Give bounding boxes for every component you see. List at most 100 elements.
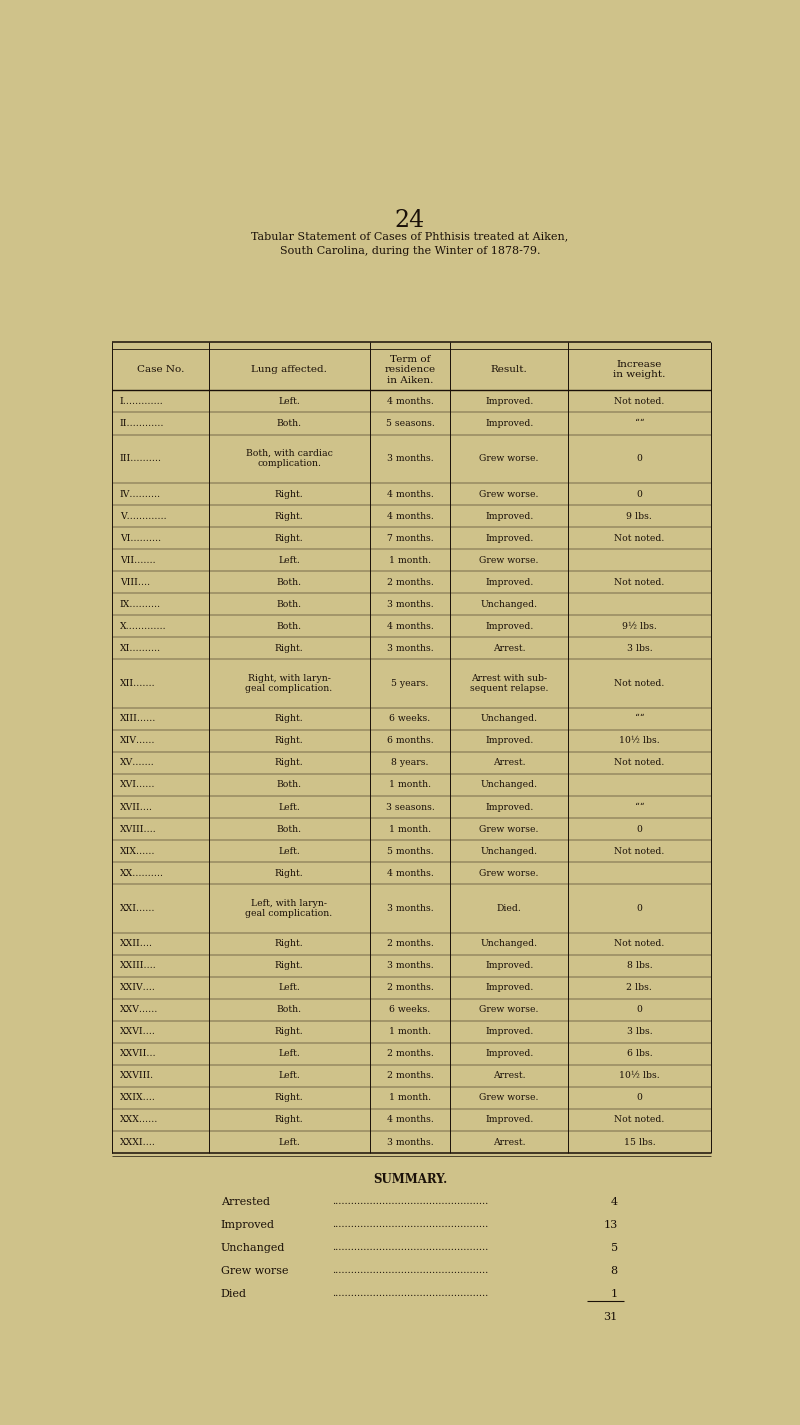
Text: Right.: Right. [274,512,303,520]
Text: Right.: Right. [274,1116,303,1124]
Text: Not noted.: Not noted. [614,846,665,855]
Text: Both.: Both. [277,781,302,789]
Text: XI……….: XI………. [120,644,161,653]
Text: 24: 24 [395,209,425,232]
Text: Case No.: Case No. [137,365,184,375]
Text: 4 months.: 4 months. [386,869,434,878]
Text: Tabular Statement of Cases of Phthisis treated at Aiken,: Tabular Statement of Cases of Phthisis t… [251,231,569,241]
Text: Right.: Right. [274,737,303,745]
Text: 4 months.: 4 months. [386,621,434,631]
Text: Arrest.: Arrest. [493,644,526,653]
Text: Result.: Result. [491,365,527,375]
Text: X………….: X…………. [120,621,166,631]
Text: XXVIII.: XXVIII. [120,1072,154,1080]
Text: IX……….: IX………. [120,600,161,608]
Text: Improved: Improved [221,1220,275,1230]
Text: Arrest with sub-
sequent relapse.: Arrest with sub- sequent relapse. [470,674,549,694]
Text: ““: ““ [634,802,644,811]
Text: ..................................................: ........................................… [332,1290,488,1298]
Text: 6 weeks.: 6 weeks. [390,1005,430,1015]
Text: 10½ lbs.: 10½ lbs. [619,1072,660,1080]
Text: 3 months.: 3 months. [386,600,434,608]
Text: Not noted.: Not noted. [614,939,665,948]
Text: 0: 0 [637,825,642,834]
Text: 6 lbs.: 6 lbs. [626,1049,652,1059]
Text: 3 months.: 3 months. [386,644,434,653]
Text: 1 month.: 1 month. [389,1093,431,1103]
Text: Improved.: Improved. [485,577,534,587]
Text: IV……….: IV………. [120,490,161,499]
Text: XXI……: XXI…… [120,903,155,913]
Text: 4 months.: 4 months. [386,490,434,499]
Text: South Carolina, during the Winter of 1878-79.: South Carolina, during the Winter of 187… [280,245,540,255]
Text: XXII….: XXII…. [120,939,153,948]
Text: Left.: Left. [278,983,300,992]
Text: Improved.: Improved. [485,398,534,406]
Text: ““: ““ [634,714,644,724]
Text: Not noted.: Not noted. [614,577,665,587]
Text: Not noted.: Not noted. [614,533,665,543]
Text: Both.: Both. [277,577,302,587]
Text: Not noted.: Not noted. [614,758,665,768]
Text: XIII……: XIII…… [120,714,156,724]
Text: 5 seasons.: 5 seasons. [386,419,434,428]
Text: Left.: Left. [278,802,300,811]
Text: 4 months.: 4 months. [386,1116,434,1124]
Text: Right.: Right. [274,758,303,768]
Text: Improved.: Improved. [485,802,534,811]
Text: Unchanged.: Unchanged. [481,600,538,608]
Text: VIII….: VIII…. [120,577,150,587]
Text: Unchanged.: Unchanged. [481,714,538,724]
Text: Left.: Left. [278,1072,300,1080]
Text: Left.: Left. [278,398,300,406]
Text: 3 months.: 3 months. [386,1137,434,1147]
Text: Both.: Both. [277,621,302,631]
Text: Arrested: Arrested [221,1197,270,1207]
Text: Not noted.: Not noted. [614,398,665,406]
Text: ..................................................: ........................................… [332,1220,488,1228]
Text: Term of
residence
in Aiken.: Term of residence in Aiken. [385,355,435,385]
Text: XXIV….: XXIV…. [120,983,156,992]
Text: Improved.: Improved. [485,1116,534,1124]
Text: 15 lbs.: 15 lbs. [623,1137,655,1147]
Text: Grew worse.: Grew worse. [479,1093,539,1103]
Text: 5 years.: 5 years. [391,680,429,688]
Text: 6 weeks.: 6 weeks. [390,714,430,724]
Text: Grew worse: Grew worse [221,1265,288,1275]
Text: Unchanged.: Unchanged. [481,939,538,948]
Text: V………….: V…………. [120,512,166,520]
Text: 4 months.: 4 months. [386,512,434,520]
Text: XVI……: XVI…… [120,781,155,789]
Text: XIX……: XIX…… [120,846,155,855]
Text: 3 lbs.: 3 lbs. [626,644,652,653]
Text: 1: 1 [610,1290,618,1300]
Text: 5 months.: 5 months. [386,846,434,855]
Text: VII…….: VII……. [120,556,155,564]
Text: Right.: Right. [274,644,303,653]
Text: 2 months.: 2 months. [386,983,434,992]
Text: Left.: Left. [278,1049,300,1059]
Text: ..................................................: ........................................… [332,1243,488,1253]
Text: XXVI….: XXVI…. [120,1027,156,1036]
Text: 31: 31 [603,1312,618,1322]
Text: 0: 0 [637,490,642,499]
Text: Unchanged.: Unchanged. [481,781,538,789]
Text: II…………: II………… [120,419,164,428]
Text: 6 months.: 6 months. [386,737,434,745]
Text: 0: 0 [637,903,642,913]
Text: XV…….: XV……. [120,758,154,768]
Text: Right.: Right. [274,939,303,948]
Text: 8 lbs.: 8 lbs. [626,962,652,970]
Text: Arrest.: Arrest. [493,758,526,768]
Text: XVII….: XVII…. [120,802,153,811]
Text: 1 month.: 1 month. [389,556,431,564]
Text: Improved.: Improved. [485,533,534,543]
Text: Not noted.: Not noted. [614,1116,665,1124]
Text: Improved.: Improved. [485,983,534,992]
Text: Grew worse.: Grew worse. [479,455,539,463]
Text: 8: 8 [610,1265,618,1275]
Text: Arrest.: Arrest. [493,1072,526,1080]
Text: Both, with cardiac
complication.: Both, with cardiac complication. [246,449,333,469]
Text: 2 months.: 2 months. [386,939,434,948]
Text: 4: 4 [610,1197,618,1207]
